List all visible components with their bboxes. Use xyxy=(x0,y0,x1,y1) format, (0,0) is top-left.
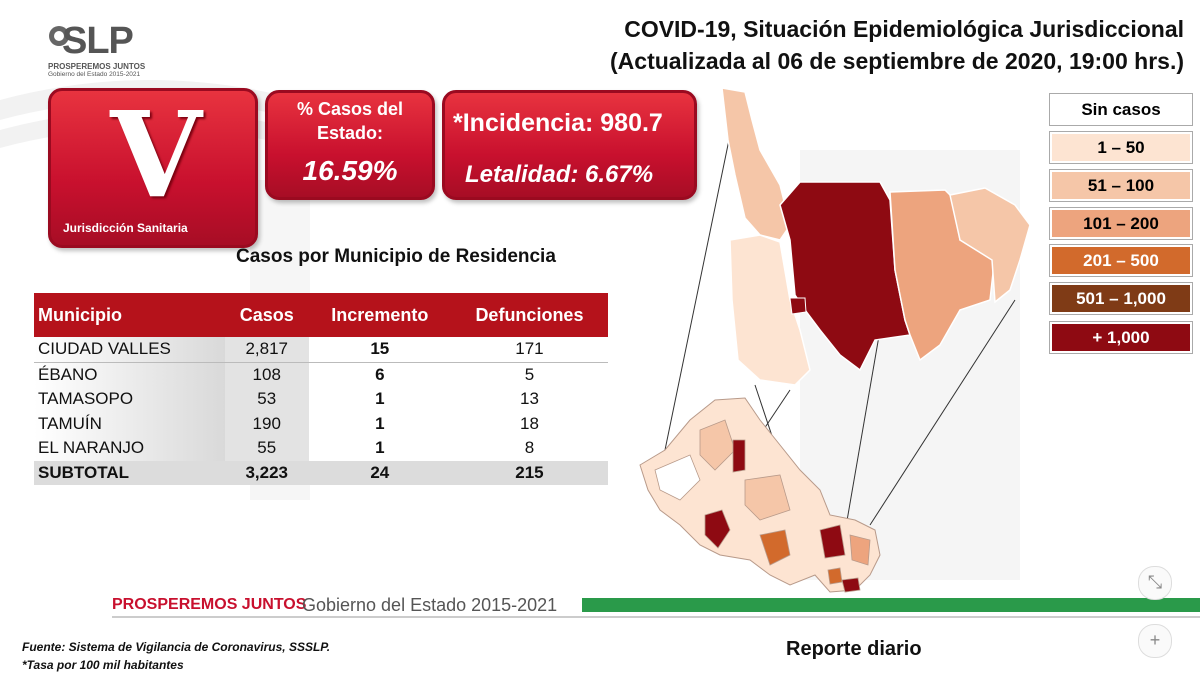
page-title: COVID-19, Situación Epidemiológica Juris… xyxy=(624,16,1184,42)
table-title: Casos por Municipio de Residencia xyxy=(236,246,556,267)
legend-item: 201 – 500 xyxy=(1049,244,1193,277)
logo-subtitle: PROSPEREMOS JUNTOS xyxy=(48,62,146,71)
map-municipality xyxy=(849,534,871,566)
page-subtitle: (Actualizada al 06 de septiembre de 2020… xyxy=(610,48,1184,74)
map-region-ebano xyxy=(949,187,1031,304)
table-header-row: Municipio Casos Incremento Defunciones xyxy=(34,293,608,337)
jurisdiction-letter: V xyxy=(110,85,202,224)
cell-defunciones: 8 xyxy=(450,436,608,461)
legend-item: 501 – 1,000 xyxy=(1049,282,1193,315)
cell-incremento: 1 xyxy=(308,436,451,461)
cell-defunciones: 171 xyxy=(450,337,608,363)
map-municipality xyxy=(699,419,736,471)
footer-government: Gobierno del Estado 2015-2021 xyxy=(302,595,558,615)
legend-item: 51 – 100 xyxy=(1049,169,1193,202)
table-row: TAMASOPO 53 1 13 xyxy=(34,387,608,412)
map-region-enclave xyxy=(789,297,807,315)
report-label: Reporte diario xyxy=(786,638,922,660)
cell-subtotal-label: SUBTOTAL xyxy=(34,460,225,485)
state-percent-box: % Casos del Estado: 16.59% xyxy=(265,90,435,200)
cell-municipio: TAMASOPO xyxy=(34,387,225,412)
map-municipality xyxy=(744,474,791,521)
cell-municipio: TAMUÍN xyxy=(34,411,225,436)
map-municipality xyxy=(759,529,791,566)
cell-incremento: 6 xyxy=(308,362,451,387)
cell-incremento: 1 xyxy=(308,411,451,436)
cell-casos: 53 xyxy=(224,387,309,412)
table-row: TAMUÍN 190 1 18 xyxy=(34,411,608,436)
zoom-in-icon[interactable]: + xyxy=(1138,624,1172,658)
legend-item: Sin casos xyxy=(1049,93,1193,126)
logo-subtitle-years: Gobierno del Estado 2015-2021 xyxy=(48,71,141,78)
map-connector-line xyxy=(664,134,731,451)
map-region-tamasopo xyxy=(729,234,811,386)
cell-casos: 190 xyxy=(224,411,309,436)
cell-incremento: 1 xyxy=(308,387,451,412)
col-header-defunciones: Defunciones xyxy=(450,293,608,337)
col-header-municipio: Municipio xyxy=(34,293,225,337)
map-municipality xyxy=(654,454,701,501)
lethality-value: Letalidad: 6.67% xyxy=(465,161,654,188)
state-percent-label: % Casos del Estado: xyxy=(296,99,404,143)
legend-item: 101 – 200 xyxy=(1049,207,1193,240)
cell-municipio: EL NARANJO xyxy=(34,436,225,461)
footer-brand: PROSPEREMOS JUNTOS xyxy=(112,596,307,613)
map-municipality xyxy=(819,524,846,559)
jurisdiction-map xyxy=(639,87,1031,593)
map-municipality xyxy=(704,509,731,549)
cell-defunciones: 5 xyxy=(450,362,608,387)
incidence-box: *Incidencia: 980.7 Letalidad: 6.67% xyxy=(442,90,697,200)
table-row: ÉBANO 108 6 5 xyxy=(34,362,608,387)
cell-defunciones: 13 xyxy=(450,387,608,412)
rate-note: *Tasa por 100 mil habitantes xyxy=(22,658,184,672)
jurisdiction-badge: V Jurisdicción Sanitaria xyxy=(48,85,258,248)
cell-casos: 108 xyxy=(224,362,309,387)
footer-divider xyxy=(112,616,1200,618)
map-municipality xyxy=(827,567,843,585)
table-row: EL NARANJO 55 1 8 xyxy=(34,436,608,461)
source-note: Fuente: Sistema de Vigilancia de Coronav… xyxy=(22,640,331,654)
jurisdiction-label: Jurisdicción Sanitaria xyxy=(63,221,188,235)
legend-item: 1 – 50 xyxy=(1049,131,1193,164)
incidence-value: *Incidencia: 980.7 xyxy=(453,109,663,137)
col-header-casos: Casos xyxy=(224,293,309,337)
col-header-incremento: Incremento xyxy=(308,293,451,337)
fit-screen-icon[interactable]: ⤡ xyxy=(1138,566,1172,600)
cell-subtotal-casos: 3,223 xyxy=(224,460,309,485)
legend-item: + 1,000 xyxy=(1049,321,1193,354)
cell-municipio: CIUDAD VALLES xyxy=(34,337,225,363)
map-connector-line xyxy=(869,299,1016,526)
map-municipality xyxy=(732,439,746,473)
cell-incremento: 15 xyxy=(308,337,451,363)
cell-casos: 55 xyxy=(224,436,309,461)
slp-logo-icon xyxy=(49,26,69,46)
cell-municipio: ÉBANO xyxy=(34,362,225,387)
map-municipality xyxy=(841,577,861,593)
logo-text: SLP xyxy=(62,20,134,62)
subtotal-row: SUBTOTAL 3,223 24 215 xyxy=(34,460,608,485)
state-percent-value: 16.59% xyxy=(302,155,398,186)
cell-defunciones: 18 xyxy=(450,411,608,436)
cases-table: Municipio Casos Incremento Defunciones C… xyxy=(34,293,608,485)
footer-green-bar xyxy=(582,598,1200,612)
cell-subtotal-defunciones: 215 xyxy=(450,460,608,485)
cell-casos: 2,817 xyxy=(224,337,309,363)
table-row: CIUDAD VALLES 2,817 15 171 xyxy=(34,337,608,363)
cell-subtotal-incremento: 24 xyxy=(308,460,451,485)
